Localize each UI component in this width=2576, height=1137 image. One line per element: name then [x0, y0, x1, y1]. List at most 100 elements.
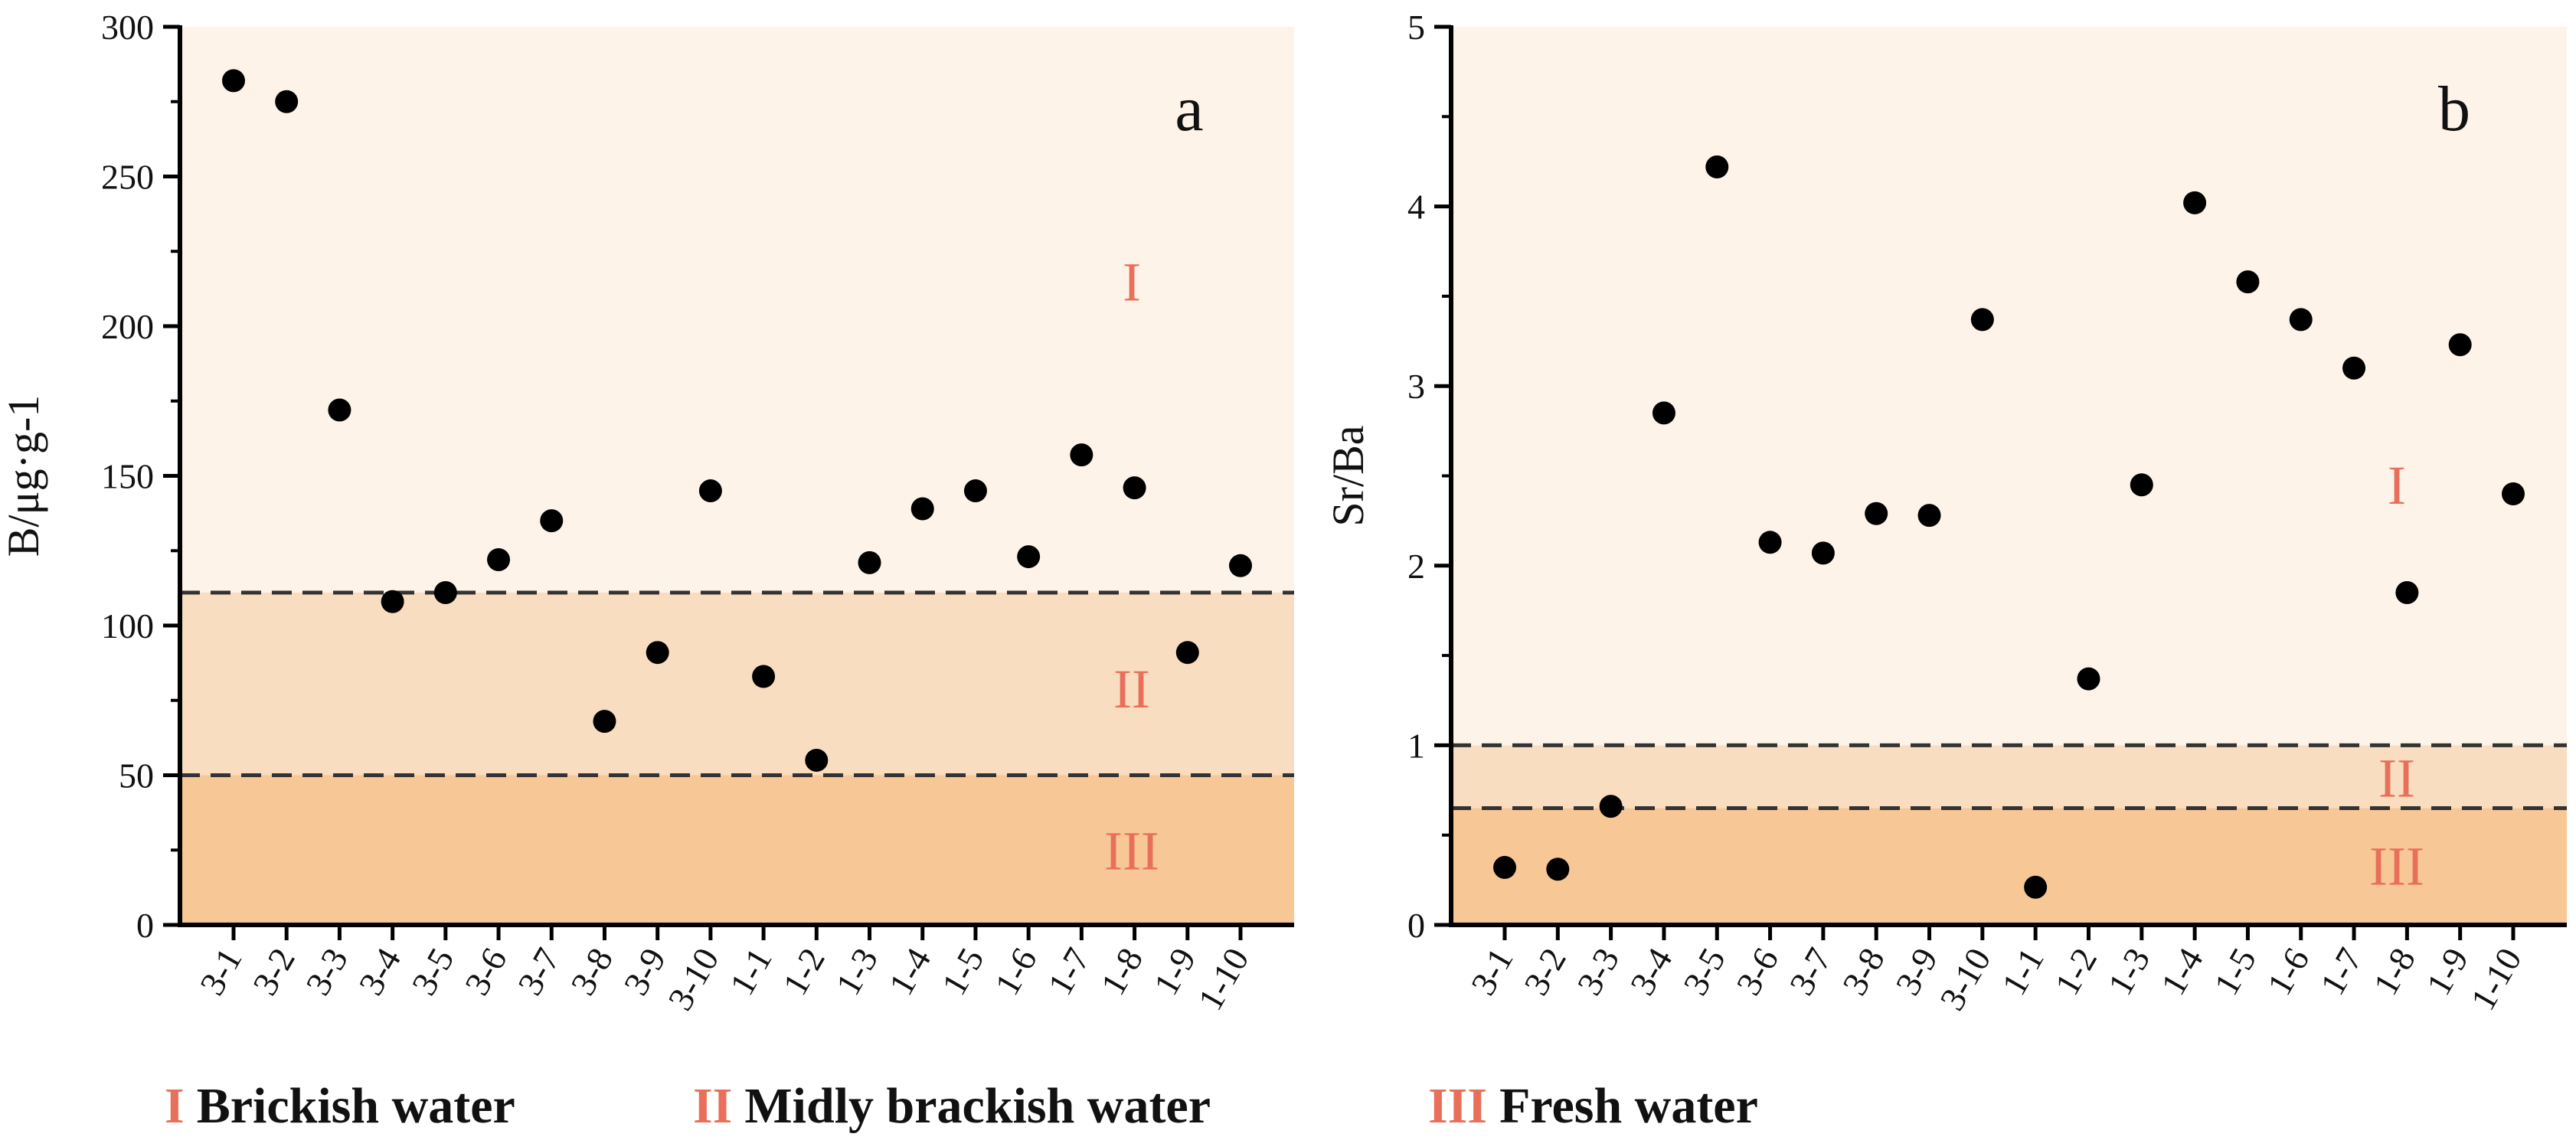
zone-label-I: I [2388, 455, 2406, 516]
data-point [2024, 875, 2048, 899]
data-point [2395, 580, 2419, 604]
data-point [1970, 308, 1994, 332]
x-tick-label: 3-7 [1782, 942, 1839, 1002]
zone-I-band [1451, 27, 2567, 746]
data-point [275, 90, 299, 113]
data-point [1070, 443, 1093, 467]
x-tick-label: 1-10 [2463, 942, 2529, 1018]
x-tick-label: 3-1 [1463, 942, 1521, 1002]
data-point [2236, 270, 2260, 294]
x-tick-label: 1-1 [1994, 942, 2051, 1002]
x-tick-label: 3-2 [245, 942, 302, 1002]
x-tick-label: 3-8 [563, 942, 620, 1002]
x-tick-label: 3-3 [1569, 942, 1626, 1002]
legend-roman-iii: III [1428, 1078, 1488, 1134]
x-tick-label: 3-10 [660, 942, 726, 1018]
data-point [1705, 155, 1729, 178]
x-tick-label: 1-8 [1093, 942, 1150, 1002]
data-point [1493, 855, 1516, 879]
y-tick-label: 300 [101, 8, 154, 47]
data-point [2448, 333, 2472, 357]
data-point [1652, 401, 1675, 425]
x-tick-label: 1-7 [2313, 942, 2370, 1002]
panel-letter: b [2438, 74, 2470, 145]
legend-item-midly-brackish: II Midly brackish water [693, 1076, 1211, 1137]
x-tick-label: 1-10 [1190, 942, 1256, 1018]
zone-label-III: III [2369, 836, 2424, 897]
y-tick-label: 200 [101, 307, 154, 346]
zone-label-I: I [1123, 251, 1141, 312]
x-tick-label: 3-4 [1623, 942, 1680, 1002]
x-tick-label: 1-8 [2365, 942, 2423, 1002]
zone-I-band [180, 27, 1294, 593]
x-tick-label: 3-3 [298, 942, 355, 1002]
zone-III-band [180, 775, 1294, 925]
x-tick-label: 1-3 [828, 942, 885, 1002]
y-axis-title: B/μg·g-1 [0, 395, 48, 557]
data-point [910, 497, 934, 521]
x-tick-label: 1-4 [2153, 942, 2211, 1002]
data-point [381, 590, 404, 613]
zone-III-band [1451, 808, 2567, 925]
data-point [1229, 554, 1252, 577]
data-point [1017, 545, 1041, 569]
legend-roman-i: I [165, 1078, 185, 1134]
zone-label-III: III [1104, 820, 1159, 881]
data-point [222, 69, 245, 93]
y-tick-label: 5 [1407, 8, 1425, 47]
x-tick-label: 3-5 [404, 942, 462, 1002]
data-point [433, 580, 457, 604]
legend-label-fresh: Fresh water [1499, 1078, 1758, 1134]
x-tick-label: 3-7 [510, 942, 567, 1002]
y-tick-label: 3 [1407, 367, 1425, 406]
x-tick-label: 3-10 [1932, 942, 1998, 1018]
data-point [2130, 473, 2153, 497]
x-tick-label: 3-4 [351, 942, 408, 1002]
chart-panel-b: IIIIIIb012345Sr/Ba3-13-23-33-43-53-63-73… [1323, 8, 2567, 1017]
data-point [1758, 531, 1782, 554]
data-point [2077, 667, 2100, 691]
panel-letter: a [1175, 74, 1203, 145]
data-point [328, 398, 351, 422]
data-point [540, 509, 564, 533]
y-tick-label: 100 [101, 606, 154, 645]
y-tick-label: 2 [1407, 547, 1425, 586]
x-tick-label: 1-4 [881, 942, 939, 1002]
legend-roman-ii: II [693, 1078, 733, 1134]
data-point [752, 665, 776, 688]
x-tick-label: 3-2 [1516, 942, 1574, 1002]
data-point [646, 641, 669, 665]
legend-label-midly-brackish: Midly brackish water [744, 1078, 1211, 1134]
data-point [2289, 308, 2313, 332]
data-point [2502, 482, 2525, 505]
data-point [2183, 191, 2207, 214]
x-tick-label: 3-6 [1728, 942, 1786, 1002]
x-tick-label: 1-6 [987, 942, 1044, 1002]
data-point [1599, 795, 1623, 818]
x-tick-label: 3-6 [457, 942, 515, 1002]
x-tick-label: 1-2 [2047, 942, 2104, 1002]
data-point [1175, 641, 1199, 665]
zone-label-II: II [2378, 748, 2415, 809]
x-tick-label: 1-5 [2206, 942, 2264, 1002]
data-point [593, 710, 616, 733]
data-point [1123, 476, 1146, 500]
zone-label-II: II [1113, 658, 1150, 720]
x-tick-label: 1-2 [775, 942, 832, 1002]
x-tick-label: 3-5 [1675, 942, 1733, 1002]
data-point [963, 479, 987, 503]
y-axis-title: Sr/Ba [1323, 425, 1373, 526]
x-tick-label: 1-1 [722, 942, 780, 1002]
data-point [698, 479, 722, 503]
y-tick-label: 1 [1407, 726, 1425, 765]
legend-item-brackish: I Brickish water [165, 1076, 515, 1137]
data-point [487, 547, 511, 571]
zone-II-band [180, 592, 1294, 776]
y-tick-label: 4 [1407, 188, 1425, 227]
legend-item-fresh: III Fresh water [1428, 1076, 1758, 1137]
x-tick-label: 1-6 [2260, 942, 2317, 1002]
x-tick-label: 1-5 [934, 942, 992, 1002]
x-tick-label: 3-8 [1835, 942, 1892, 1002]
x-tick-label: 3-1 [192, 942, 250, 1002]
